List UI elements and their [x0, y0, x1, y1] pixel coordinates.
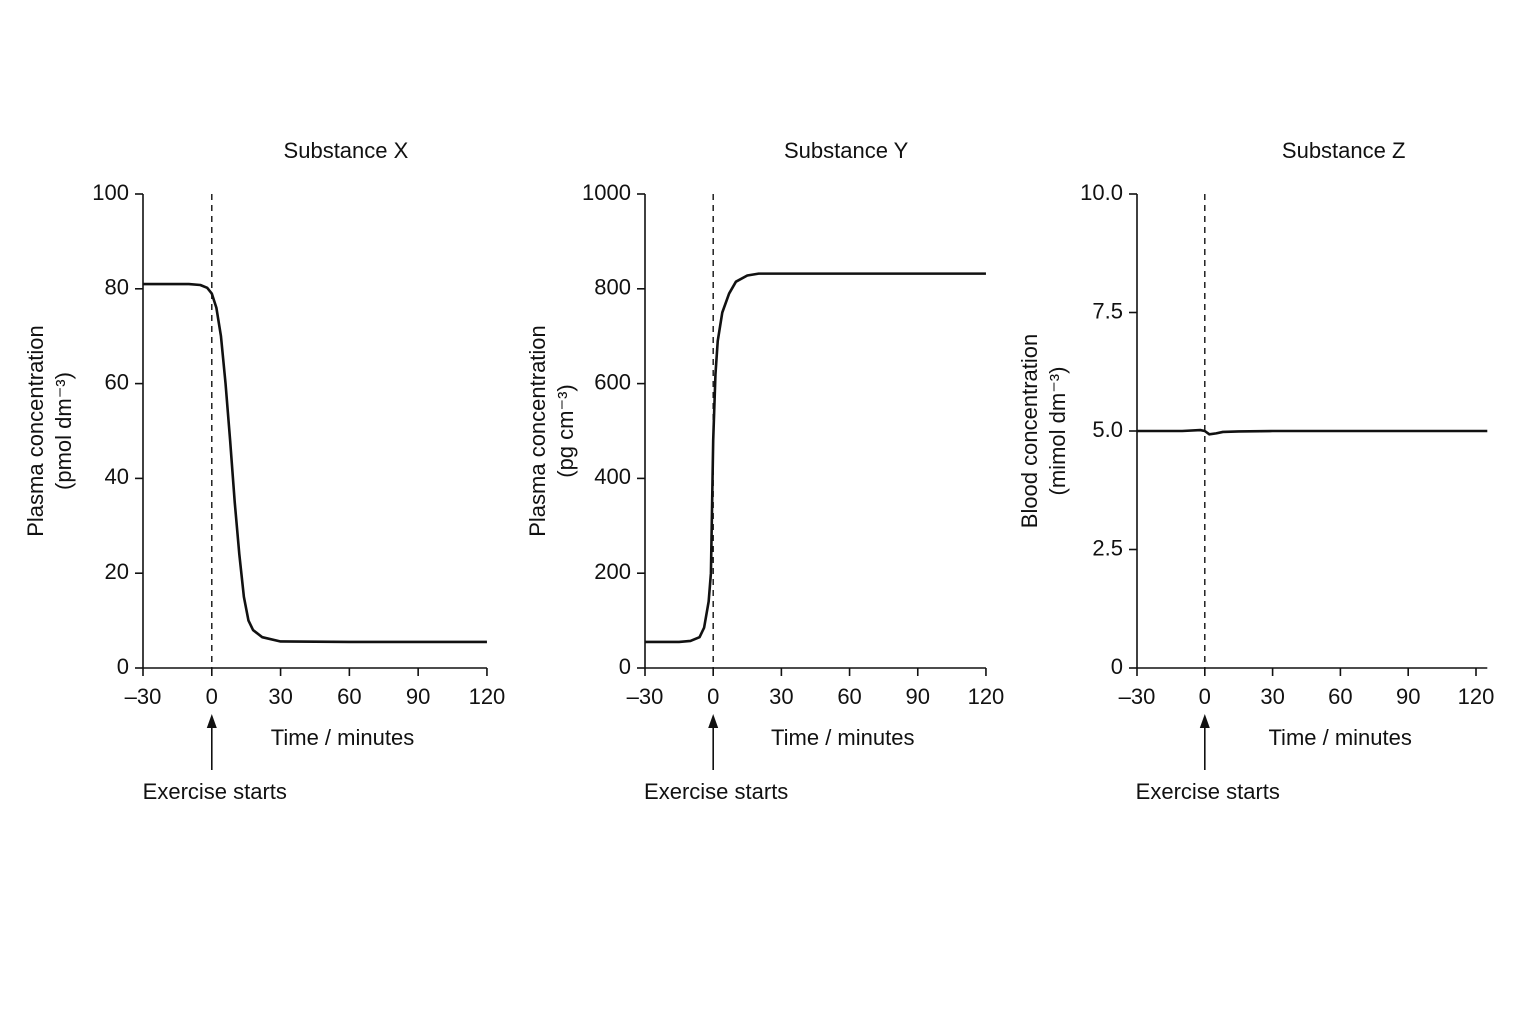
y-tick-label: 400: [594, 464, 631, 489]
y-tick-label: 0: [117, 654, 129, 679]
y-axis-label: Plasma concentration: [23, 325, 48, 537]
x-tick-label: 0: [707, 684, 719, 709]
y-tick-label: 200: [594, 559, 631, 584]
y-axis-label: (pmol dm⁻³): [51, 372, 76, 490]
y-tick-label: 1000: [582, 180, 631, 205]
y-tick-label: 0: [1111, 654, 1123, 679]
data-line: [1137, 428, 1488, 436]
y-tick-label: 100: [92, 180, 129, 205]
x-tick-label: 0: [206, 684, 218, 709]
y-axis-label: (pg cm⁻³): [553, 384, 578, 478]
y-tick-label: 60: [105, 369, 129, 394]
x-axis-label: Time / minutes: [271, 725, 414, 750]
panel: Substance Y 0 200 400 600 800 1000 –30 0 30 60 90 12…: [525, 138, 1004, 804]
x-tick-label: –30: [1119, 684, 1156, 709]
arrow-head: [1199, 714, 1210, 728]
annotation: Exercise starts: [1136, 779, 1280, 804]
x-tick-label: 60: [837, 684, 861, 709]
x-tick-label: 90: [906, 684, 930, 709]
y-tick-label: 10.0: [1080, 180, 1123, 205]
x-tick-label: 0: [1199, 684, 1211, 709]
data-line: [645, 272, 986, 644]
y-tick-label: 40: [105, 464, 129, 489]
x-tick-label: –30: [627, 684, 664, 709]
panel: Substance Z 0 2.5 5.0 7.5 10.0 –30 0 30 60 90 120 Ti…: [1017, 138, 1495, 804]
chart-title: Substance X: [284, 138, 409, 163]
y-tick-label: 0: [619, 654, 631, 679]
x-tick-label: 30: [1260, 684, 1284, 709]
y-tick-label: 5.0: [1092, 417, 1123, 442]
x-tick-label: –30: [125, 684, 162, 709]
annotation: Exercise starts: [143, 779, 287, 804]
chart-title: Substance Y: [784, 138, 909, 163]
data-line: [143, 282, 487, 644]
y-axis-label: Blood concentration: [1017, 334, 1042, 528]
x-tick-label: 30: [769, 684, 793, 709]
y-axis-label: (mimol dm⁻³): [1045, 367, 1070, 496]
y-tick-label: 80: [105, 275, 129, 300]
x-tick-label: 120: [968, 684, 1005, 709]
x-tick-label: 90: [1396, 684, 1420, 709]
y-tick-label: 800: [594, 275, 631, 300]
y-tick-label: 20: [105, 559, 129, 584]
panel: Substance X 0 20 40 60 80 100 –30 0 30 60 90 120 Time…: [23, 138, 505, 804]
arrow-head: [708, 714, 719, 728]
x-tick-label: 120: [469, 684, 506, 709]
x-tick-label: 30: [268, 684, 292, 709]
x-tick-label: 90: [406, 684, 430, 709]
y-tick-label: 2.5: [1092, 535, 1123, 560]
x-tick-label: 60: [1328, 684, 1352, 709]
chart-title: Substance Z: [1282, 138, 1406, 163]
y-tick-label: 600: [594, 369, 631, 394]
x-tick-label: 120: [1458, 684, 1495, 709]
x-tick-label: 60: [337, 684, 361, 709]
x-axis-label: Time / minutes: [1268, 725, 1411, 750]
arrow-head: [206, 714, 217, 728]
y-axis-label: Plasma concentration: [525, 325, 550, 537]
y-tick-label: 7.5: [1092, 298, 1123, 323]
x-axis-label: Time / minutes: [771, 725, 914, 750]
annotation: Exercise starts: [644, 779, 788, 804]
